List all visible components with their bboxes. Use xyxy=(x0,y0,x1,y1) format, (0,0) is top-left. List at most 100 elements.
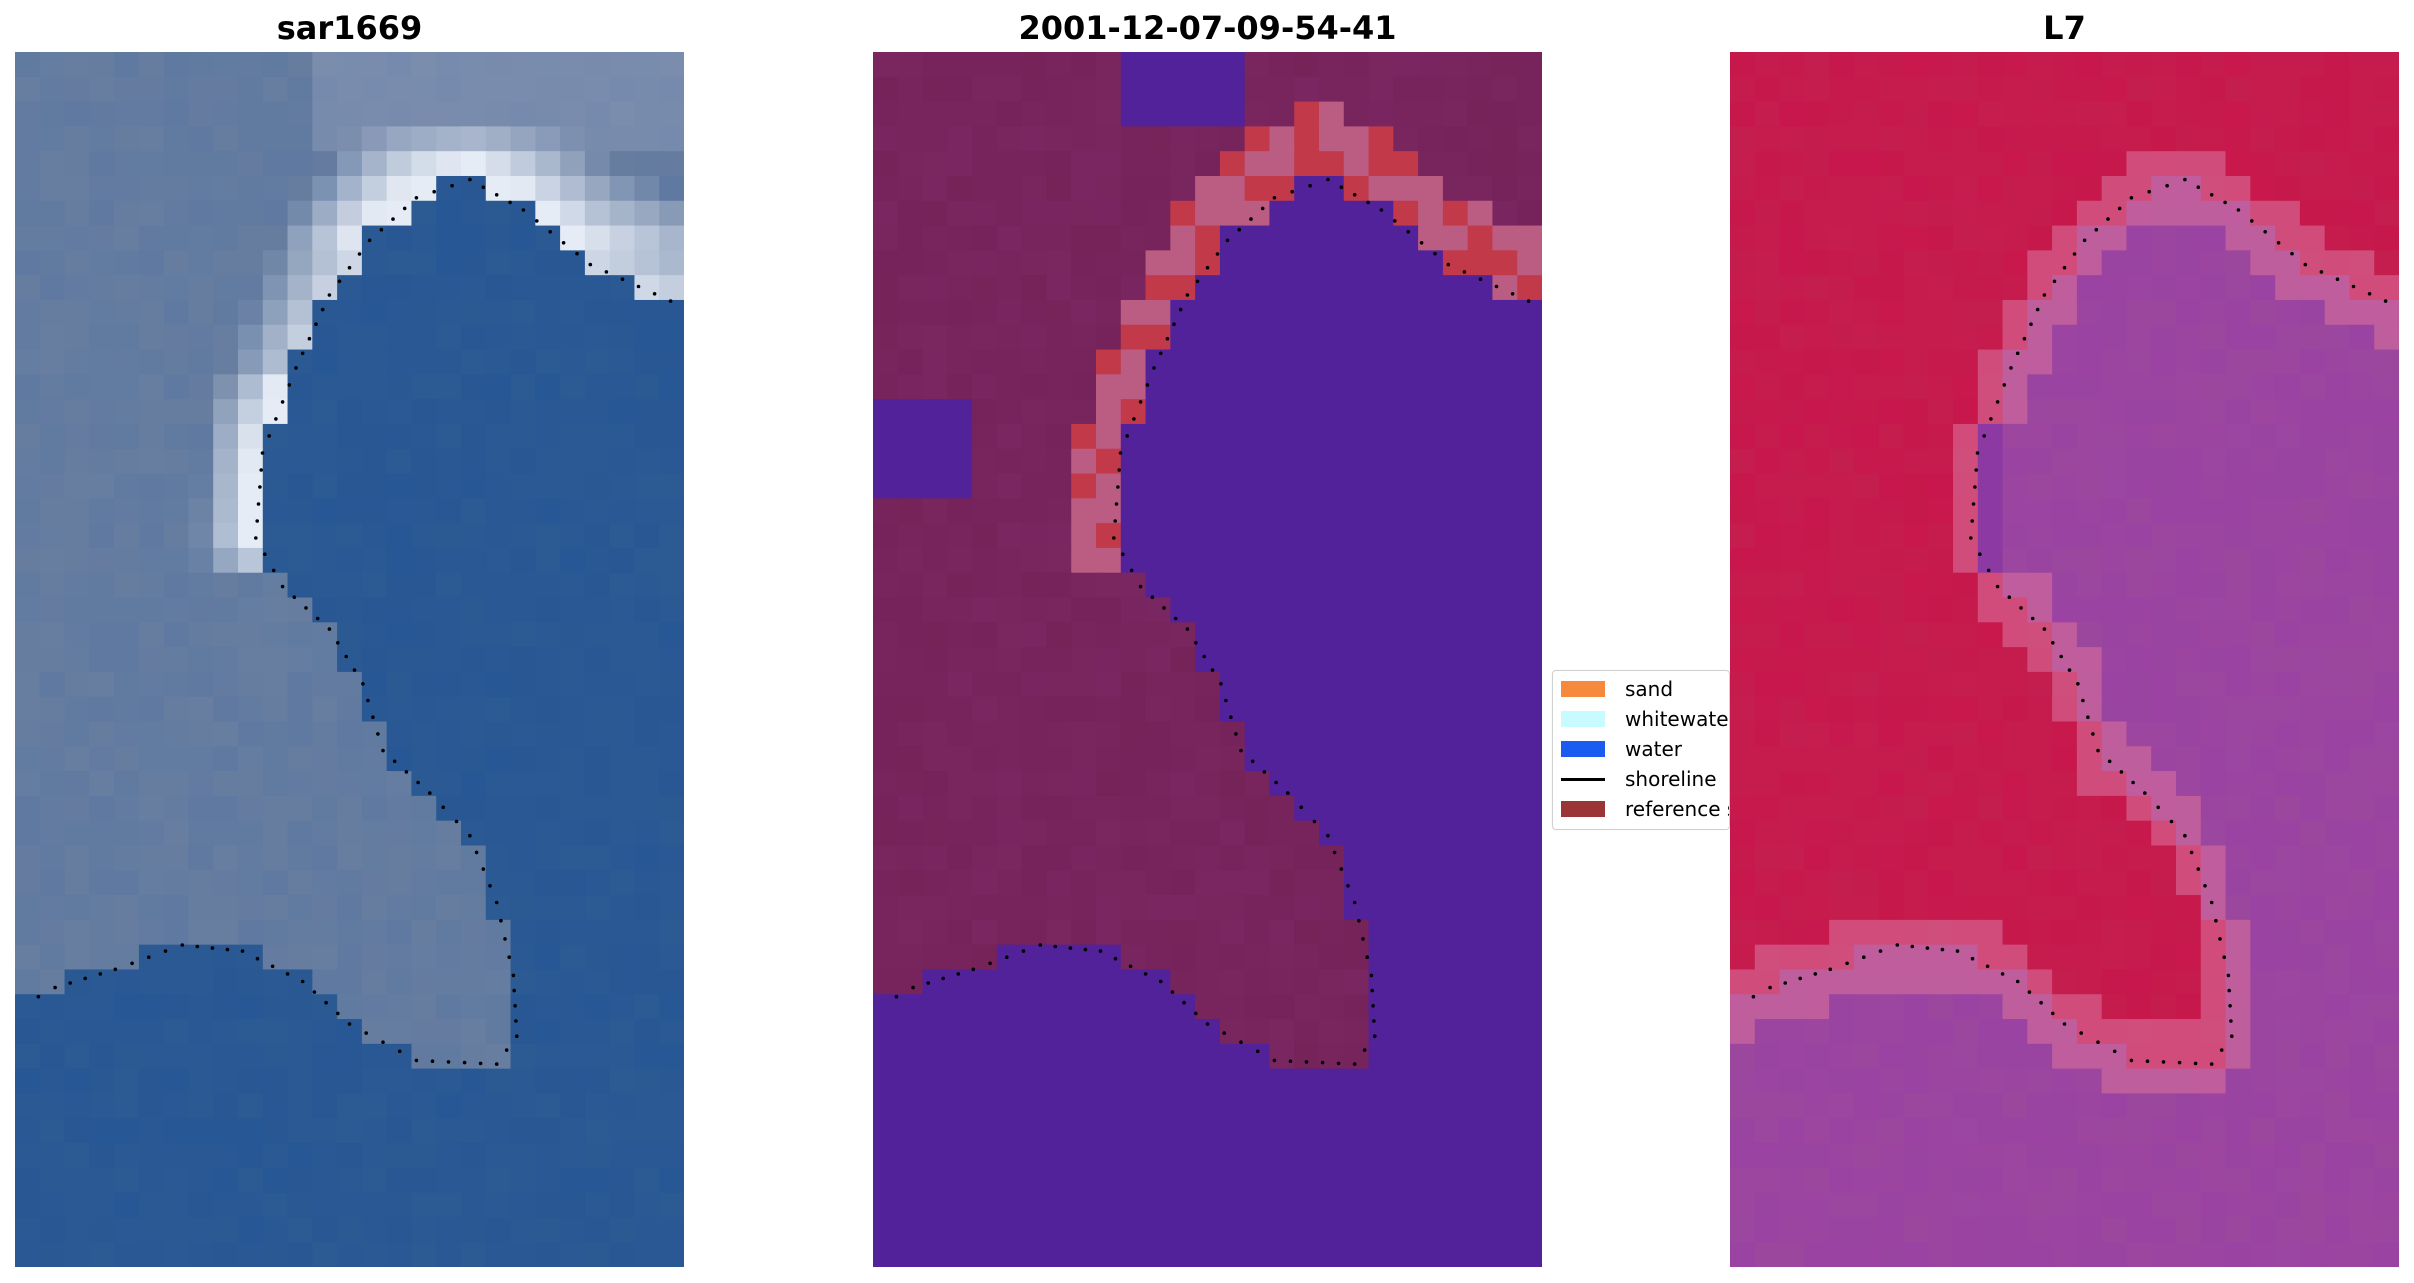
l7-pixel xyxy=(2151,225,2177,251)
rgb-pixel xyxy=(510,349,536,375)
l7-pixel xyxy=(2176,473,2202,499)
rgb-pixel xyxy=(238,597,264,623)
class-pixel xyxy=(1021,820,1048,847)
l7-pixel xyxy=(2126,1118,2152,1144)
class-pixel xyxy=(1343,498,1370,524)
class-pixel xyxy=(1368,423,1394,450)
class-pixel xyxy=(1269,374,1295,400)
rgb-pixel xyxy=(510,944,536,971)
class-pixel xyxy=(1319,101,1345,127)
rgb-pixel xyxy=(535,349,561,375)
rgb-pixel xyxy=(15,498,41,524)
class-pixel xyxy=(897,299,924,326)
class-pixel xyxy=(1195,126,1221,152)
l7-pixel xyxy=(1754,498,1781,524)
l7-pixel xyxy=(2349,895,2375,921)
class-pixel xyxy=(1492,101,1518,127)
rgb-pixel xyxy=(634,175,660,202)
class-pixel xyxy=(1442,423,1469,450)
l7-pixel xyxy=(2200,994,2227,1020)
rgb-pixel xyxy=(485,250,512,276)
class-pixel xyxy=(1418,423,1444,450)
class-pixel xyxy=(873,969,899,995)
l7-pixel xyxy=(2275,1167,2301,1194)
l7-pixel xyxy=(2052,200,2078,227)
class-pixel xyxy=(1120,547,1147,574)
l7-pixel xyxy=(1730,1068,1756,1095)
rgb-pixel xyxy=(634,52,660,78)
rgb-pixel xyxy=(461,622,487,648)
l7-pixel xyxy=(1928,746,1954,772)
class-pixel xyxy=(1195,448,1221,475)
l7-pixel xyxy=(2176,200,2202,227)
l7-pixel xyxy=(2027,1043,2053,1070)
class-pixel xyxy=(1046,721,1072,747)
rgb-pixel xyxy=(535,1217,561,1243)
class-pixel xyxy=(1195,820,1221,847)
l7-pixel xyxy=(1953,1217,1979,1243)
l7-pixel xyxy=(2324,349,2351,375)
l7-pixel xyxy=(2151,647,2177,673)
l7-pixel xyxy=(1804,994,1830,1020)
rgb-pixel xyxy=(213,795,239,822)
rgb-pixel xyxy=(238,324,264,351)
shoreline-point xyxy=(414,1058,419,1063)
class-pixel xyxy=(1021,696,1048,723)
l7-pixel xyxy=(1804,671,1830,698)
class-pixel xyxy=(1219,1043,1246,1070)
l7-pixel xyxy=(2176,944,2202,971)
rgb-pixel xyxy=(312,349,338,375)
rgb-pixel xyxy=(163,473,190,499)
class-pixel xyxy=(873,845,899,871)
l7-pixel xyxy=(1754,225,1781,251)
rgb-pixel xyxy=(386,572,413,599)
shoreline-point xyxy=(147,955,151,959)
class-pixel xyxy=(1418,696,1444,723)
l7-pixel xyxy=(2002,1143,2028,1169)
l7-pixel xyxy=(1903,1143,1929,1169)
rgb-pixel xyxy=(584,547,611,574)
l7-pixel xyxy=(1829,423,1855,450)
rgb-pixel xyxy=(659,324,684,351)
class-pixel xyxy=(897,101,924,127)
l7-pixel xyxy=(2250,944,2276,971)
l7-pixel xyxy=(1754,746,1781,772)
shoreline-point xyxy=(1768,985,1772,990)
l7-pixel xyxy=(2299,1118,2326,1144)
l7-pixel xyxy=(1804,52,1830,78)
rgb-pixel xyxy=(64,895,90,921)
class-pixel xyxy=(1269,696,1295,723)
rgb-pixel xyxy=(15,250,41,276)
rgb-pixel xyxy=(39,870,66,896)
rgb-pixel xyxy=(485,572,512,599)
rgb-pixel xyxy=(361,1143,388,1169)
rgb-pixel xyxy=(634,324,660,351)
class-pixel xyxy=(947,1217,973,1243)
class-pixel xyxy=(1294,423,1320,450)
class-pixel xyxy=(922,572,948,599)
class-pixel xyxy=(1492,547,1518,574)
class-pixel xyxy=(1492,969,1518,995)
class-pixel xyxy=(1319,597,1345,623)
rgb-pixel xyxy=(510,820,536,847)
class-pixel xyxy=(1269,1118,1295,1144)
l7-pixel xyxy=(2324,399,2351,425)
l7-pixel xyxy=(2027,870,2053,896)
l7-pixel xyxy=(1928,721,1954,747)
class-pixel xyxy=(1294,399,1320,425)
l7-pixel xyxy=(2027,1019,2053,1045)
l7-pixel xyxy=(1977,473,2004,499)
shoreline-point xyxy=(1393,219,1397,223)
rgb-pixel xyxy=(312,895,338,921)
l7-pixel xyxy=(2349,151,2375,177)
rgb-pixel xyxy=(188,200,214,227)
l7-pixel xyxy=(2027,1217,2053,1243)
l7-pixel xyxy=(2299,175,2326,202)
class-pixel xyxy=(897,895,924,921)
l7-pixel xyxy=(2200,671,2227,698)
rgb-pixel xyxy=(213,76,239,103)
l7-pixel xyxy=(1779,200,1805,227)
rgb-pixel xyxy=(39,52,66,78)
l7-pixel xyxy=(1779,795,1805,822)
shoreline-point xyxy=(1995,400,2000,404)
